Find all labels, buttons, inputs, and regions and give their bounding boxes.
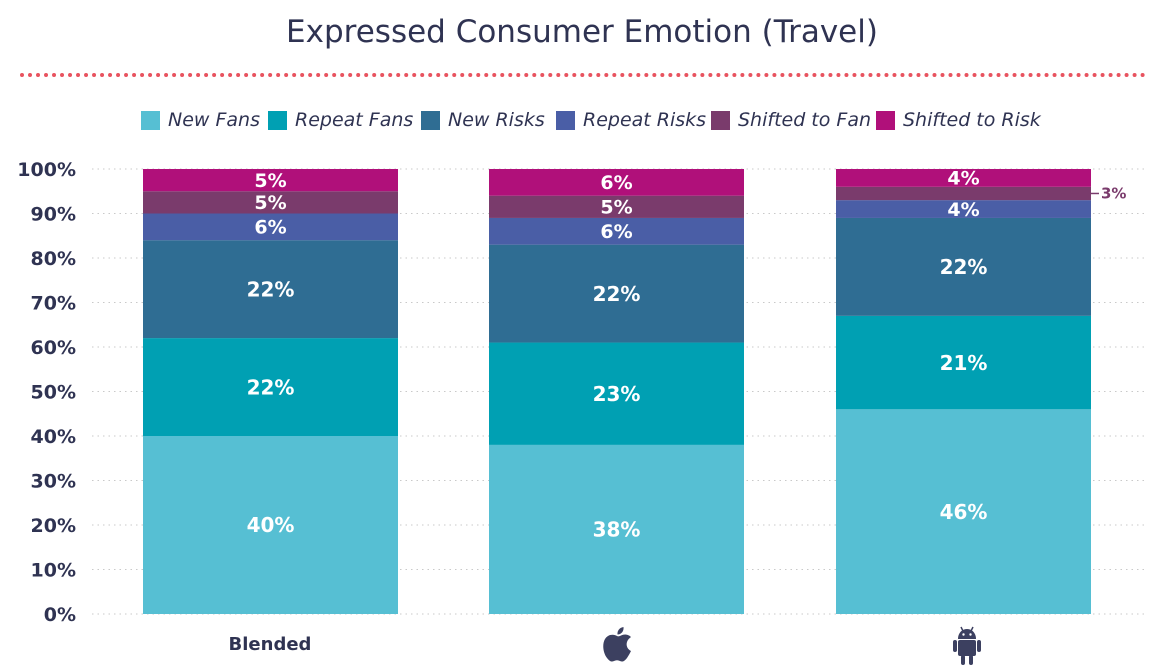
bar-segment — [836, 186, 1091, 201]
data-label: 46% — [940, 500, 988, 524]
bar-segment — [836, 200, 1091, 218]
legend-item-new-risks: New Risks — [421, 104, 545, 136]
bar-segment — [489, 244, 744, 343]
data-label: 4% — [947, 168, 979, 190]
legend-swatch-repeat-fans — [268, 110, 287, 130]
apple-icon — [603, 627, 631, 662]
y-tick-label: 100% — [17, 159, 76, 181]
data-label: 21% — [940, 351, 988, 375]
data-label: 5% — [254, 192, 286, 214]
legend-label-new-risks: New Risks — [448, 109, 545, 131]
bar-segment — [489, 195, 744, 218]
bar-segment — [143, 213, 398, 241]
legend-item-shifted-to-fan: Shifted to Fan — [711, 104, 871, 136]
data-label: 22% — [593, 282, 641, 306]
legend-swatch-shifted-to-risk — [876, 110, 895, 130]
bar-segment — [143, 191, 398, 214]
legend-label-new-fans: New Fans — [168, 109, 260, 131]
data-label: 22% — [247, 375, 295, 399]
data-label: 23% — [593, 382, 641, 406]
data-label: 22% — [247, 277, 295, 301]
bar-segment — [489, 342, 744, 445]
legend-item-repeat-risks: Repeat Risks — [556, 104, 706, 136]
legend-swatch-new-risks — [421, 110, 440, 130]
bar-segment — [489, 217, 744, 245]
category-label-blended: Blended — [228, 634, 312, 655]
y-tick-label: 90% — [31, 204, 76, 226]
bar-segment — [143, 436, 398, 614]
legend-item-shifted-to-risk: Shifted to Risk — [876, 104, 1041, 136]
data-label: 6% — [254, 217, 286, 239]
bar-segment — [836, 315, 1091, 410]
bar-segment — [836, 217, 1091, 316]
bar-segment — [836, 169, 1091, 187]
y-tick-label: 10% — [31, 560, 76, 582]
legend-swatch-new-fans — [141, 110, 160, 130]
y-tick-label: 40% — [31, 426, 76, 448]
bar-segment — [489, 444, 744, 614]
y-tick-label: 50% — [31, 382, 76, 404]
legend-item-repeat-fans: Repeat Fans — [268, 104, 413, 136]
data-label: 6% — [600, 172, 632, 194]
legend-item-new-fans: New Fans — [141, 104, 260, 136]
y-tick-label: 0% — [44, 604, 76, 626]
y-tick-label: 20% — [31, 515, 76, 537]
legend-label-shifted-to-fan: Shifted to Fan — [738, 109, 872, 131]
data-label: 22% — [940, 255, 988, 279]
data-label: 4% — [947, 199, 979, 221]
legend-label-repeat-risks: Repeat Risks — [583, 109, 707, 131]
bar-segment — [143, 240, 398, 339]
legend-swatch-shifted-to-fan — [711, 110, 730, 130]
data-label: 6% — [600, 221, 632, 243]
title-divider — [20, 73, 1146, 77]
y-tick-label: 60% — [31, 337, 76, 359]
y-tick-label: 80% — [31, 248, 76, 270]
legend-label-shifted-to-risk: Shifted to Risk — [903, 109, 1041, 131]
chart-title: Expressed Consumer Emotion (Travel) — [286, 14, 878, 50]
y-axis-ticks: 0% 10% 20% 30% 40% 50% 60% 70% 80% 90% 100% — [17, 159, 76, 626]
bar-segment — [489, 169, 744, 196]
data-label: 3% — [1101, 184, 1126, 202]
data-label: 5% — [254, 170, 286, 192]
legend-label-repeat-fans: Repeat Fans — [295, 109, 414, 131]
bar-segment — [836, 409, 1091, 614]
data-label: 40% — [247, 513, 295, 537]
y-tick-label: 30% — [31, 471, 76, 493]
legend: New Fans Repeat Fans New Risks Repeat Ri… — [0, 104, 1164, 136]
legend-swatch-repeat-risks — [556, 110, 575, 130]
y-tick-label: 70% — [31, 293, 76, 315]
data-label: 5% — [600, 197, 632, 219]
android-icon — [953, 626, 981, 665]
bar-segment — [143, 169, 398, 192]
data-label: 38% — [593, 518, 641, 542]
bar-segment — [143, 338, 398, 436]
bars: 40%22%22%6%5%5%38%23%22%6%5%6%46%21%22%4… — [143, 168, 1126, 614]
